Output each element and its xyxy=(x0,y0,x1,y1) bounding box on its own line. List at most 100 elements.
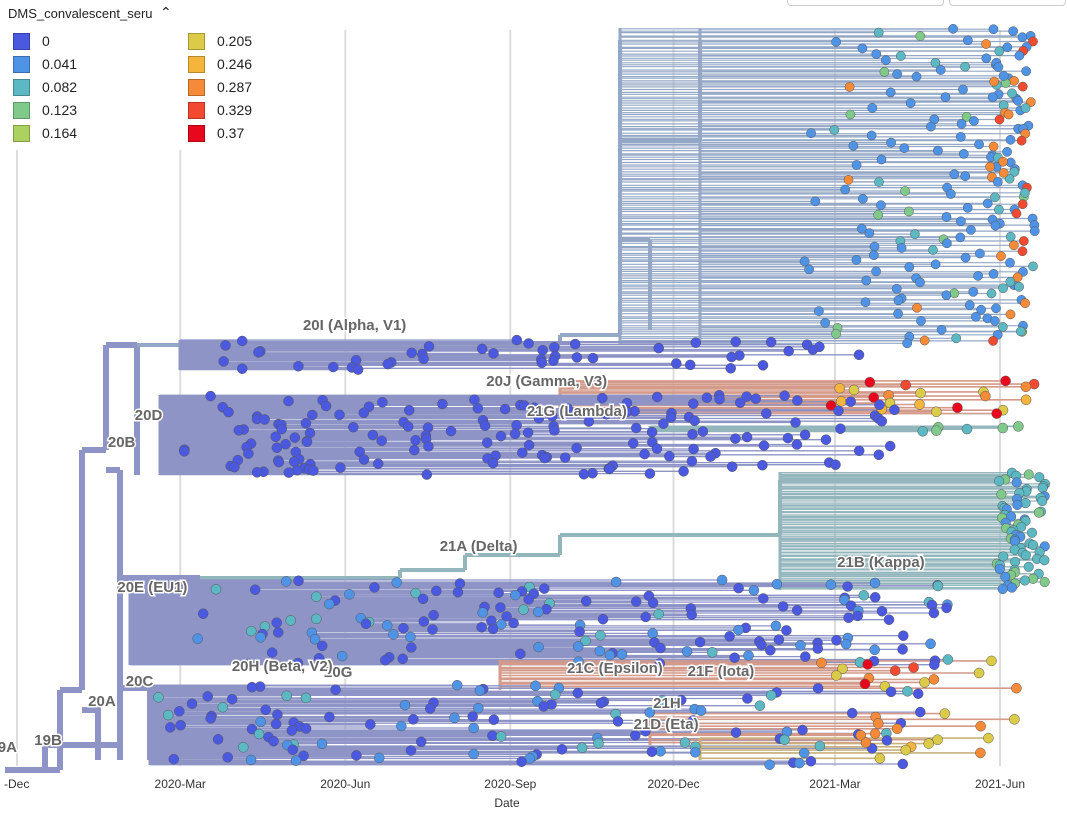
tip-point[interactable]: 2020-05-17 xyxy=(313,653,325,664)
tip-point[interactable]: 2021-04-23 xyxy=(925,638,936,650)
tip-point[interactable]: 2021-03-10 xyxy=(846,707,858,719)
tip-point[interactable]: 2021-06-24 xyxy=(1037,495,1048,507)
tip-point[interactable]: 2021-05-01 xyxy=(939,708,951,719)
tip-point[interactable]: 2021-06-25 xyxy=(1039,555,1050,566)
tip-point[interactable]: 2020-07-29 xyxy=(445,425,457,437)
tip-point[interactable]: 2020-09-25 xyxy=(549,342,560,353)
tip-point[interactable]: 2021-05-30 xyxy=(991,408,1002,419)
tip-point[interactable]: 2020-03-24 xyxy=(217,701,229,713)
tip-point[interactable]: 2021-03-08 xyxy=(843,612,854,623)
tip-point[interactable]: 2021-06-20 xyxy=(1029,226,1040,236)
tip-point[interactable]: 2020-04-04 xyxy=(236,335,248,347)
tip-point[interactable]: 2020-08-03 xyxy=(454,578,466,589)
tip-point[interactable]: 2021-04-17 xyxy=(915,277,925,288)
tip-point[interactable]: 2021-02-24 xyxy=(820,434,832,445)
tip-point[interactable]: 2020-09-29 xyxy=(556,744,568,755)
tip-point[interactable]: 2021-01-19 xyxy=(756,639,767,651)
tip-point[interactable]: 2021-01-18 xyxy=(754,700,766,711)
tip-point[interactable]: 2020-06-11 xyxy=(358,454,370,465)
tip-point[interactable]: 2021-06-19 xyxy=(1028,36,1038,47)
tip-point[interactable]: 2021-01-20 xyxy=(758,440,770,451)
tip-point[interactable]: 2020-05-23 xyxy=(324,711,335,723)
tip-point[interactable]: 2020-03-27 xyxy=(223,406,234,418)
tip-point[interactable]: 2021-05-06 xyxy=(949,288,960,299)
tip-point[interactable]: 2021-05-07 xyxy=(951,333,962,344)
tip-point[interactable]: 2021-02-19 xyxy=(812,643,824,654)
tip-point[interactable]: 2021-06-08 xyxy=(1009,76,1019,86)
tip-point[interactable]: 2020-12-12 xyxy=(689,415,700,426)
tip-point[interactable]: 2021-05-02 xyxy=(941,212,952,222)
tip-point[interactable]: 2020-06-19 xyxy=(373,752,385,764)
tree-tips[interactable]: 2021-05-05 2021-06-08 2021-03-25 2021-04-17… xyxy=(153,23,1051,770)
tip-point[interactable]: 2020-05-30 xyxy=(336,650,348,662)
tip-point[interactable]: 2021-03-01 xyxy=(831,329,841,339)
tip-point[interactable]: 2021-03-04 xyxy=(835,396,847,407)
tip-point[interactable]: 2020-05-10 xyxy=(301,436,313,448)
tip-point[interactable]: 2021-05-21 xyxy=(976,304,986,315)
tip-point[interactable]: 2020-10-13 xyxy=(580,595,592,607)
tip-point[interactable]: 2020-10-29 xyxy=(610,576,622,588)
tip-point[interactable]: 2020-10-21 xyxy=(595,697,607,709)
tip-point[interactable]: 2020-06-03 xyxy=(344,589,355,600)
tip-point[interactable]: 2020-09-02 xyxy=(508,617,519,629)
tip-point[interactable]: 2020-12-05 xyxy=(675,694,687,706)
tip-point[interactable]: 2021-06-09 xyxy=(1009,714,1020,725)
tip-point[interactable]: 2021-02-02 xyxy=(782,432,794,444)
tip-point[interactable]: 2021-05-27 xyxy=(987,92,998,103)
tip-point[interactable]: 2021-03-13 xyxy=(852,610,863,622)
legend-item[interactable]: 0.329 xyxy=(188,100,252,120)
tip-point[interactable]: 2021-06-24 xyxy=(1037,482,1048,493)
tip-point[interactable]: 2021-03-09 xyxy=(845,109,856,120)
tip-point[interactable]: 2020-08-15 xyxy=(474,685,486,696)
tip-point[interactable]: 2021-05-28 xyxy=(988,336,998,346)
tip-point[interactable]: 2021-06-01 xyxy=(996,489,1007,500)
tip-point[interactable]: 2021-05-20 xyxy=(975,248,985,259)
tip-point[interactable]: 2021-06-14 xyxy=(1019,575,1030,586)
tip-point[interactable]: 2020-06-21 xyxy=(376,435,387,446)
tip-point[interactable]: 2021-03-01 xyxy=(831,37,841,47)
tip-point[interactable]: 2021-03-28 xyxy=(879,67,890,77)
tip-point[interactable]: 2021-03-21 xyxy=(867,103,878,113)
tip-point[interactable]: 2020-06-08 xyxy=(352,364,364,375)
tip-point[interactable]: 2021-03-18 xyxy=(860,737,872,748)
tip-point[interactable]: 2021-03-04 xyxy=(835,423,846,434)
tip-point[interactable]: 2021-02-19 xyxy=(812,683,824,694)
tip-point[interactable]: 2021-04-03 xyxy=(889,404,900,416)
tip-point[interactable]: 2021-05-31 xyxy=(994,476,1005,487)
tip-point[interactable]: 2020-07-25 xyxy=(437,398,448,410)
tip-point[interactable]: 2021-04-17 xyxy=(916,316,926,326)
tip-point[interactable]: 2020-07-07 xyxy=(405,631,416,643)
tip-point[interactable]: 2021-06-22 xyxy=(1034,472,1045,483)
tip-point[interactable]: 2021-04-13 xyxy=(908,662,919,673)
tip-point[interactable]: 2020-08-26 xyxy=(495,430,507,442)
tip-point[interactable]: 2020-12-22 xyxy=(707,647,718,658)
tip-point[interactable]: 2021-04-10 xyxy=(902,338,913,349)
tip-point[interactable]: 2020-10-08 xyxy=(571,352,583,363)
tip-point[interactable]: 2020-10-11 xyxy=(576,742,588,753)
tip-point[interactable]: 2021-02-01 xyxy=(781,625,792,636)
tip-point[interactable]: 2020-12-16 xyxy=(695,705,707,716)
tip-point[interactable]: 2021-02-10 xyxy=(797,724,808,736)
tip-point[interactable]: 2021-03-14 xyxy=(853,445,865,457)
tip-point[interactable]: 2020-07-07 xyxy=(406,642,417,653)
tip-point[interactable]: 2021-01-19 xyxy=(757,360,769,371)
tip-point[interactable]: 2021-03-19 xyxy=(862,659,873,670)
tip-point[interactable]: 2020-11-17 xyxy=(644,468,656,479)
tip-point[interactable]: 2021-03-17 xyxy=(859,678,871,690)
tip-point[interactable]: 2021-06-10 xyxy=(1011,208,1022,219)
tip-point[interactable]: 2021-03-15 xyxy=(856,223,867,234)
tip-point[interactable]: 2021-04-27 xyxy=(932,734,943,745)
tip-point[interactable]: 2021-05-15 xyxy=(966,225,976,235)
tip-point[interactable]: 2021-02-07 xyxy=(791,605,803,616)
tip-point[interactable]: 2020-07-17 xyxy=(423,341,435,352)
tip-point[interactable]: 2021-04-01 xyxy=(885,87,896,98)
tip-point[interactable]: 2020-04-23 xyxy=(271,617,282,628)
tip-point[interactable]: 2020-06-12 xyxy=(360,618,372,629)
tip-point[interactable]: 2020-04-17 xyxy=(259,414,270,425)
tip-point[interactable]: 2021-01-02 xyxy=(726,461,738,472)
tip-point[interactable]: 2020-08-11 xyxy=(468,722,479,734)
tip-point[interactable]: 2020-05-04 xyxy=(290,755,302,766)
tip-point[interactable]: 2021-03-08 xyxy=(843,174,854,185)
tip-point[interactable]: 2021-01-02 xyxy=(726,351,737,363)
tip-point[interactable]: 2020-09-16 xyxy=(533,606,544,618)
